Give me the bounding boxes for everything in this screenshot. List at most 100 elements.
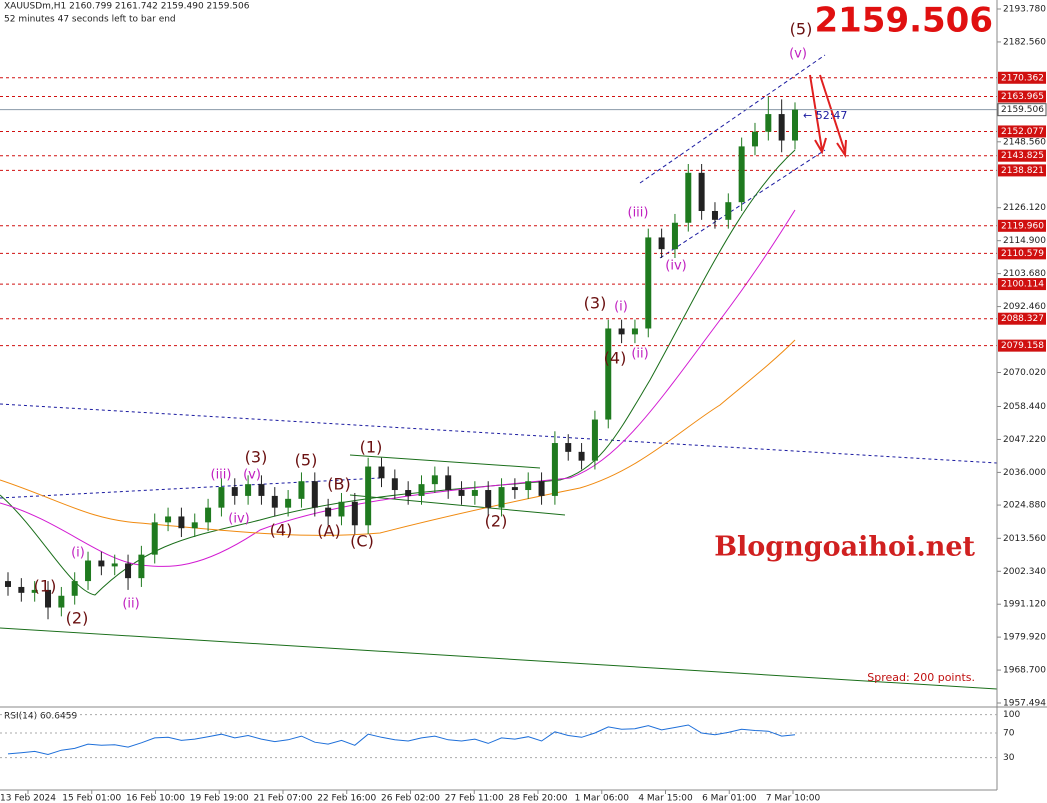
x-tick-label: 4 Mar 15:00 <box>638 794 693 803</box>
candle <box>591 410 598 470</box>
candle <box>178 507 185 538</box>
candle-body <box>445 475 452 491</box>
candle-body <box>685 172 692 223</box>
candle <box>698 164 705 220</box>
candle <box>551 431 558 505</box>
rsi-title: RSI(14) 60.6459 <box>4 712 77 722</box>
candle <box>511 478 518 499</box>
candle <box>471 481 478 505</box>
spread: Spread: 200 points. <box>867 671 975 684</box>
candle <box>151 513 158 564</box>
candle <box>792 102 798 150</box>
level-tag <box>998 312 1046 325</box>
x-tick-label: 16 Feb 10:00 <box>126 794 185 803</box>
candle <box>751 122 758 156</box>
candle-body <box>5 581 11 587</box>
candle <box>445 466 452 499</box>
level-label: 2100.114 <box>1001 280 1044 290</box>
candle-body <box>631 328 638 335</box>
candle <box>258 475 265 505</box>
candle <box>378 457 385 488</box>
candle <box>85 551 92 590</box>
candle <box>45 581 52 620</box>
candle-body <box>231 487 238 496</box>
moving-average <box>0 149 796 596</box>
candle <box>418 475 425 505</box>
y-tick-label: 2002.340 <box>1003 567 1046 577</box>
candle <box>31 581 38 602</box>
level-label: 2079.158 <box>1001 341 1044 351</box>
wave-label: (i) <box>614 300 628 315</box>
candle-body <box>511 487 518 491</box>
candle <box>565 434 572 461</box>
candle-body <box>698 172 705 212</box>
candle-body <box>591 419 598 461</box>
candle-body <box>405 490 412 496</box>
x-tick-label: 1 Mar 06:00 <box>575 794 630 803</box>
candle-body <box>738 146 745 203</box>
candle-body <box>765 114 772 132</box>
candle-body <box>365 466 372 526</box>
candle <box>658 228 665 258</box>
candle <box>631 319 638 344</box>
trend-line <box>349 494 566 516</box>
level-tag <box>998 164 1046 177</box>
y-tick-label: 1979.920 <box>1003 633 1046 643</box>
x-tick-label: 27 Feb 11:00 <box>445 794 504 803</box>
level-tag <box>998 149 1046 162</box>
candle-body <box>98 560 105 567</box>
candle <box>725 193 732 229</box>
wave-label: (iii) <box>211 468 232 483</box>
overlays <box>0 54 998 690</box>
x-tick-label: 28 Feb 20:00 <box>508 794 567 803</box>
candle-body <box>58 595 65 608</box>
candle <box>338 492 345 526</box>
current-tag <box>997 103 1047 117</box>
candle <box>218 478 225 517</box>
channel-line <box>639 54 826 184</box>
candle-body <box>458 490 465 496</box>
level-label: 2088.327 <box>1001 314 1044 324</box>
level-tag <box>998 247 1046 260</box>
wave-label: (C) <box>350 532 374 551</box>
candle <box>298 472 305 508</box>
wave-label: (1) <box>34 577 57 596</box>
price-label: 2159.506 <box>814 1 993 41</box>
wave-label: (4) <box>604 349 627 368</box>
candle-body <box>71 581 78 596</box>
countdown: ← 52:47 <box>803 109 847 122</box>
level-label: 2119.960 <box>1001 221 1044 231</box>
candle <box>18 578 25 602</box>
candle <box>458 481 465 505</box>
levels: 2170.362 2163.965 2152.077 2143.825 2138.821… <box>0 71 1047 352</box>
candle-body <box>711 211 718 220</box>
candle <box>778 99 785 153</box>
x-tick-label: 15 Feb 01:00 <box>62 794 121 803</box>
candle <box>525 472 532 499</box>
candle-body <box>338 501 345 517</box>
candle-body <box>245 484 252 496</box>
rsi-line <box>7 724 796 756</box>
candle-body <box>751 131 758 147</box>
candle <box>645 228 652 338</box>
candle-body <box>178 516 185 529</box>
candle <box>325 498 332 526</box>
candle <box>431 466 438 493</box>
x-tick-label: 21 Feb 07:00 <box>253 794 312 803</box>
candle <box>285 490 292 517</box>
candle-body <box>792 109 798 141</box>
candle <box>351 492 358 535</box>
wave-label: (A) <box>317 522 340 541</box>
y-tick-label: 2092.460 <box>1003 302 1046 312</box>
x-tick-label: 7 Mar 10:00 <box>766 794 821 803</box>
level-label: 2152.077 <box>1001 127 1044 137</box>
candle <box>231 478 238 505</box>
wave-label: (i) <box>71 546 85 561</box>
y-tick-label: 2058.440 <box>1003 402 1046 412</box>
candle-body <box>725 202 732 220</box>
candle-body <box>151 522 158 555</box>
x-tick-label: 26 Feb 02:00 <box>381 794 440 803</box>
wave-label: (ii) <box>122 597 139 612</box>
candle-body <box>285 498 292 508</box>
